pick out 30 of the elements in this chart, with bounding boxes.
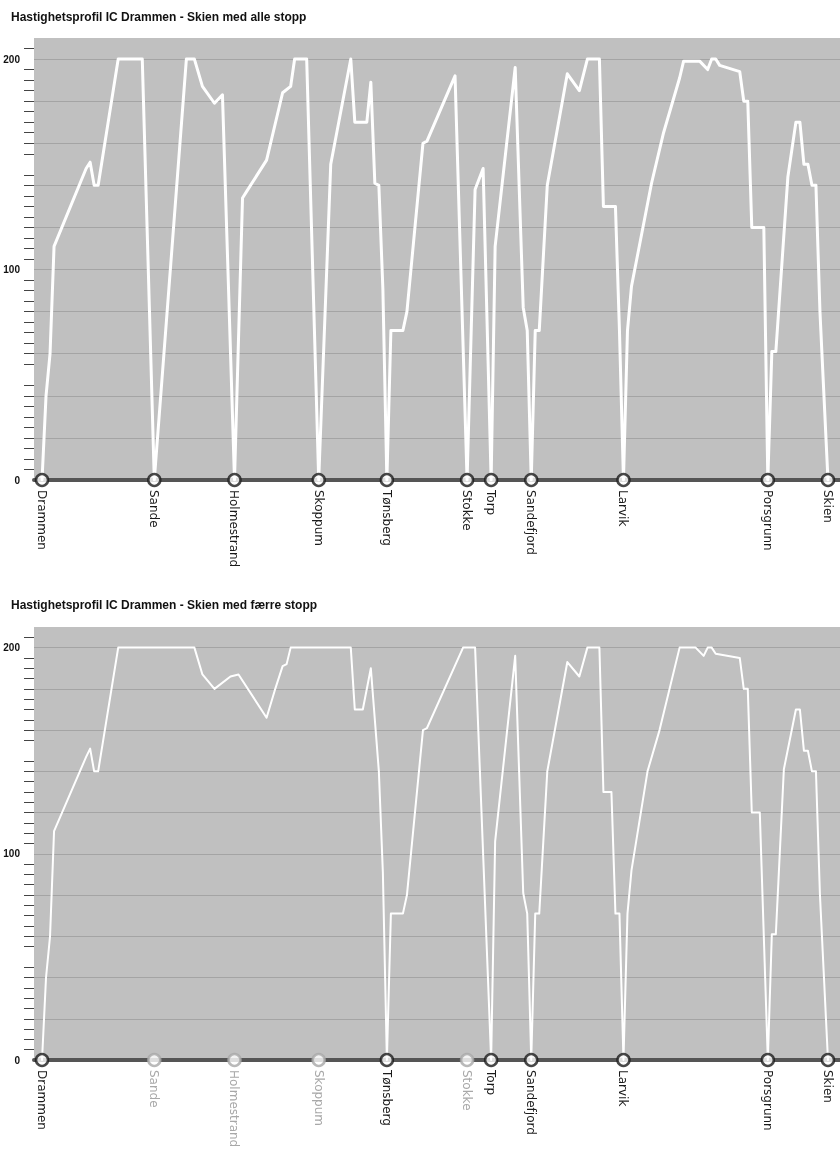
y-tick-label: 0	[14, 474, 21, 486]
chart-title: Hastighetsprofil IC Drammen - Skien med færre stopp	[11, 598, 318, 612]
x-tick-label: Torp	[484, 1069, 499, 1096]
x-tick-label: Stokke	[460, 490, 475, 531]
x-tick-label: Holmestrand	[227, 490, 242, 568]
y-tick-label: 100	[3, 848, 21, 860]
x-tick-label: Sandefjord	[524, 490, 539, 555]
chart-title: Hastighetsprofil IC Drammen - Skien med alle stopp	[11, 10, 307, 24]
x-tick-label: Sande	[147, 490, 162, 528]
x-tick-label: Larvik	[616, 1070, 631, 1107]
x-tick-label: Holmestrand	[227, 1070, 242, 1148]
x-tick-label: Sandefjord	[524, 1070, 539, 1135]
x-tick-label: Larvik	[616, 490, 631, 527]
x-tick-label: Tønsberg	[379, 489, 394, 546]
y-tick-label: 200	[3, 642, 21, 654]
x-tick-label: Skoppum	[311, 1070, 326, 1127]
x-tick-label: Torp	[484, 489, 499, 516]
y-tick-label: 200	[3, 53, 21, 65]
y-tick-label: 0	[14, 1054, 21, 1066]
x-tick-label: Sande	[147, 1070, 162, 1108]
y-tick-label: 100	[3, 264, 21, 276]
x-tick-label: Stokke	[460, 1070, 475, 1111]
x-tick-label: Porsgrunn	[760, 490, 775, 551]
x-tick-label: Skoppum	[311, 490, 326, 547]
x-tick-label: Drammen	[35, 490, 50, 550]
x-tick-label: Drammen	[35, 1070, 50, 1130]
x-tick-label: Porsgrunn	[760, 1070, 775, 1131]
x-tick-label: Skien	[820, 490, 835, 523]
x-tick-label: Skien	[820, 1070, 835, 1103]
x-tick-label: Tønsberg	[379, 1069, 394, 1126]
